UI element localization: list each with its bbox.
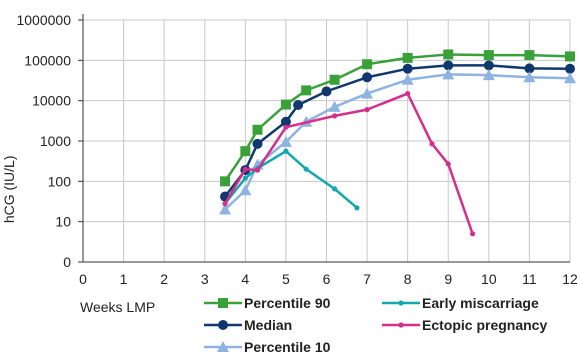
axes: 0 1 2 3 4 5 6 7 8 9 10 11 12010100100010000100000100… bbox=[16, 12, 577, 287]
data-point bbox=[564, 72, 576, 84]
data-point bbox=[321, 86, 332, 97]
series-early-miscarriage bbox=[222, 148, 360, 211]
data-point bbox=[524, 50, 535, 61]
data-point bbox=[280, 99, 291, 110]
data-point bbox=[482, 69, 495, 81]
data-point bbox=[301, 85, 312, 96]
legend-swatch-marker bbox=[218, 298, 228, 308]
data-point bbox=[303, 166, 309, 172]
x-tick-label: 9 bbox=[444, 271, 452, 287]
legend-item-ectopic-pregnancy: Ectopic pregnancy bbox=[382, 317, 547, 333]
data-point bbox=[470, 231, 476, 237]
series-line bbox=[224, 53, 571, 183]
x-tick-label: 2 bbox=[160, 271, 168, 287]
data-point bbox=[328, 100, 341, 112]
x-tick-label: 4 bbox=[241, 271, 249, 287]
legend: Percentile 90 Median Percentile 10 Early mi… bbox=[204, 295, 547, 355]
y-tick-label: 10000 bbox=[32, 93, 71, 109]
data-point bbox=[242, 175, 248, 181]
x-tick-label: 6 bbox=[323, 271, 331, 287]
y-tick-label: 1000 bbox=[40, 133, 71, 149]
data-point bbox=[354, 205, 360, 211]
data-point bbox=[565, 63, 575, 74]
series-median bbox=[220, 60, 575, 202]
series-layer bbox=[219, 49, 576, 237]
series-line bbox=[223, 92, 474, 235]
y-tick-label: 100 bbox=[48, 173, 72, 189]
y-tick-label: 100000 bbox=[24, 52, 71, 68]
data-point bbox=[329, 74, 340, 85]
data-point bbox=[443, 60, 454, 71]
x-tick-label: 5 bbox=[282, 271, 290, 287]
series-line bbox=[224, 64, 571, 198]
legend-swatch-marker bbox=[398, 300, 404, 306]
y-tick-label: 1000000 bbox=[16, 12, 71, 28]
legend-item-percentile-90: Percentile 90 bbox=[204, 295, 331, 311]
series-ectopic-pregnancy bbox=[222, 90, 476, 237]
data-point bbox=[254, 167, 261, 173]
data-point bbox=[402, 63, 413, 74]
data-point bbox=[565, 51, 575, 62]
legend-label: Early miscarriage bbox=[422, 295, 539, 311]
data-point bbox=[364, 107, 370, 113]
x-tick-label: 0 bbox=[79, 271, 87, 287]
data-point bbox=[279, 135, 292, 147]
series-percentile-90 bbox=[220, 49, 575, 187]
data-point bbox=[283, 124, 289, 130]
legend-item-early-miscarriage: Early miscarriage bbox=[382, 295, 539, 311]
data-point bbox=[442, 68, 455, 80]
data-point bbox=[429, 141, 435, 147]
legend-label: Median bbox=[244, 317, 292, 333]
x-tick-label: 3 bbox=[201, 271, 209, 287]
data-point bbox=[405, 90, 411, 97]
data-point bbox=[483, 50, 494, 61]
data-point bbox=[523, 71, 536, 83]
x-tick-label: 1 bbox=[120, 271, 128, 287]
data-point bbox=[443, 49, 454, 60]
x-tick-label: 12 bbox=[562, 271, 577, 287]
data-point bbox=[219, 203, 232, 215]
y-axis-label: hCG (IU/L) bbox=[1, 155, 17, 223]
x-tick-label: 7 bbox=[363, 271, 371, 287]
data-point bbox=[239, 184, 252, 196]
x-tick-label: 10 bbox=[481, 271, 497, 287]
legend-swatch-marker bbox=[398, 322, 404, 328]
data-point bbox=[332, 186, 338, 192]
data-point bbox=[362, 72, 373, 83]
legend-swatch-marker bbox=[218, 320, 228, 330]
legend-item-median: Median bbox=[204, 317, 292, 333]
data-point bbox=[242, 166, 248, 172]
legend-item-percentile-10: Percentile 10 bbox=[204, 339, 331, 355]
data-point bbox=[332, 113, 338, 119]
data-point bbox=[402, 52, 413, 63]
data-point bbox=[362, 59, 373, 70]
x-tick-label: 11 bbox=[522, 271, 537, 287]
data-point bbox=[220, 176, 231, 187]
y-tick-label: 0 bbox=[63, 254, 71, 270]
data-point bbox=[293, 100, 304, 111]
data-point bbox=[524, 63, 535, 74]
legend-label: Percentile 90 bbox=[244, 295, 331, 311]
data-point bbox=[283, 148, 289, 154]
legend-label: Percentile 10 bbox=[244, 339, 331, 355]
data-point bbox=[361, 87, 374, 99]
data-point bbox=[252, 138, 263, 149]
legend-swatch-marker bbox=[217, 341, 229, 352]
data-point bbox=[240, 146, 251, 157]
data-point bbox=[445, 161, 451, 167]
y-tick-label: 10 bbox=[55, 214, 71, 230]
x-axis-label: Weeks LMP bbox=[80, 299, 155, 315]
data-point bbox=[280, 116, 291, 127]
data-point bbox=[483, 60, 494, 71]
data-point bbox=[222, 201, 228, 207]
x-tick-label: 8 bbox=[404, 271, 412, 287]
data-point bbox=[401, 73, 414, 85]
legend-label: Ectopic pregnancy bbox=[422, 317, 547, 333]
data-point bbox=[252, 124, 263, 135]
